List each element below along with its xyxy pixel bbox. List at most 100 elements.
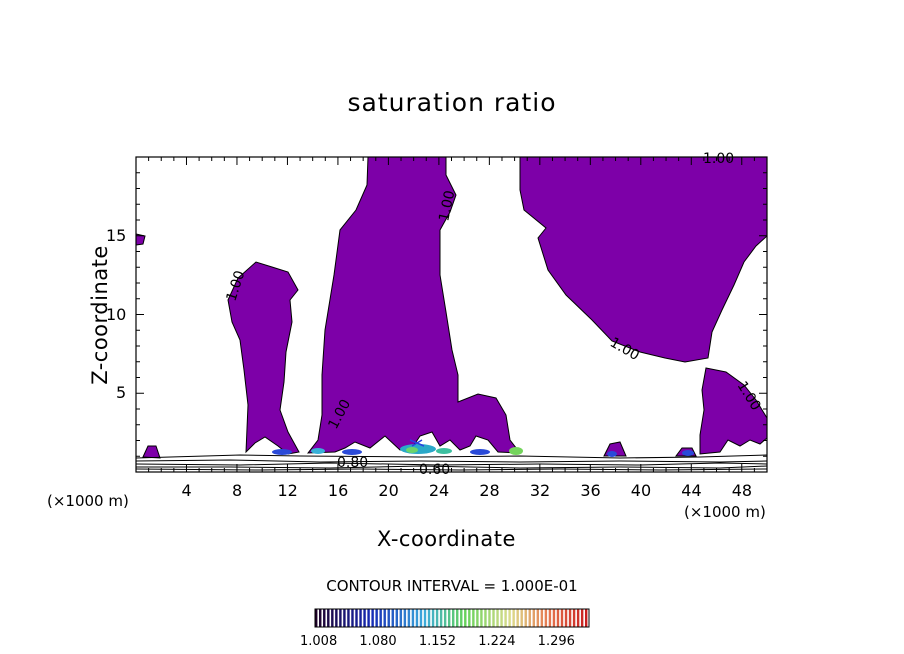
x-tick-label: 20	[378, 481, 399, 500]
contour-label: 1.00	[703, 151, 734, 167]
colorbar-swatch	[435, 609, 439, 627]
patch-1	[272, 449, 292, 455]
colorbar-swatch	[452, 609, 455, 627]
colorbar-swatch	[399, 609, 403, 627]
x-tick-label: 48	[731, 481, 753, 500]
colorbar-tick-label: 1.008	[300, 634, 338, 649]
high-ratio-patches	[272, 439, 694, 457]
x-tick-label: 12	[277, 481, 298, 500]
colorbar-swatch	[584, 609, 588, 627]
colorbar-swatch	[343, 609, 346, 627]
x-unit-right: (×1000 m)	[684, 503, 766, 521]
colorbar-swatch	[536, 609, 540, 627]
colorbar-swatch	[407, 609, 411, 627]
colorbar-swatch	[460, 609, 463, 627]
region-blob-1	[142, 445, 161, 459]
colorbar-swatch	[427, 609, 431, 627]
colorbar-swatch	[464, 609, 467, 627]
colorbar-swatch	[375, 609, 378, 627]
x-tick-label: 28	[479, 481, 500, 500]
colorbar-tick-label: 1.296	[537, 634, 575, 649]
colorbar-swatch	[504, 609, 507, 627]
patch-8	[509, 447, 523, 455]
x-axis-label: X-coordinate	[377, 527, 516, 551]
x-tick-label: 16	[327, 481, 349, 500]
colorbar-swatch	[443, 609, 447, 627]
colorbar-swatch	[351, 609, 354, 627]
contour-label: 1.00	[436, 189, 458, 223]
x-unit-left: (×1000 m)	[47, 492, 129, 510]
colorbar-swatch	[379, 609, 382, 627]
colorbar-swatch	[492, 609, 495, 627]
colorbar-swatch	[415, 609, 419, 627]
colorbar-swatch	[339, 609, 342, 627]
contour-line-1	[136, 454, 767, 459]
colorbar-tick-label: 1.080	[359, 634, 397, 649]
colorbar-swatch	[532, 609, 536, 627]
colorbar-swatch	[447, 609, 451, 627]
colorbar-swatch	[387, 609, 390, 627]
colorbar-swatch	[319, 609, 322, 627]
x-tick-label: 36	[580, 481, 601, 500]
contour-label: 0.80	[337, 455, 368, 471]
colorbar-swatch	[395, 609, 399, 627]
colorbar-swatch	[335, 609, 338, 627]
colorbar-swatch	[512, 609, 515, 627]
region-upper-right	[519, 157, 767, 363]
contour-label: 0.60	[419, 462, 450, 478]
colorbar-swatch	[568, 609, 572, 627]
colorbar-swatch	[540, 609, 544, 627]
colorbar-tick-label: 1.224	[478, 634, 516, 649]
colorbar-swatch	[576, 609, 580, 627]
colorbar-swatch	[476, 609, 479, 627]
colorbar-swatch	[484, 609, 487, 627]
colorbar-swatch	[367, 609, 370, 627]
colorbar-swatch	[556, 609, 560, 627]
colorbar-swatch	[552, 609, 556, 627]
colorbar-swatch	[524, 609, 527, 627]
patch-6	[436, 448, 452, 454]
colorbar-swatch	[564, 609, 568, 627]
colorbar-swatch	[456, 609, 459, 627]
patch-9	[607, 451, 617, 457]
patch-2	[311, 448, 325, 454]
colorbar-swatch	[327, 609, 330, 627]
colorbar-frame	[314, 608, 590, 628]
y-axis-label: Z-coordinate	[88, 245, 112, 385]
colorbar-swatch	[496, 609, 499, 627]
colorbar-swatch	[363, 609, 366, 627]
patch-3	[342, 449, 362, 455]
patch-5	[406, 447, 418, 453]
colorbar-swatch	[411, 609, 415, 627]
x-tick-label: 8	[231, 481, 243, 500]
colorbar-swatch	[391, 609, 394, 627]
colorbar-swatch	[359, 609, 362, 627]
colorbar	[315, 609, 588, 627]
colorbar-swatch	[371, 609, 374, 627]
chart-title: saturation ratio	[347, 88, 557, 117]
x-tick-label: 40	[630, 481, 652, 500]
colorbar-swatch	[528, 609, 531, 627]
colorbar-swatch	[516, 609, 519, 627]
y-tick-label: 10	[106, 304, 127, 324]
contour-line-4	[136, 465, 767, 469]
contour-line-2	[136, 459, 767, 463]
colorbar-swatch	[544, 609, 548, 627]
colorbar-swatch	[331, 609, 334, 627]
colorbar-swatch	[548, 609, 552, 627]
ground-contours	[136, 454, 767, 471]
colorbar-swatch	[580, 609, 584, 627]
y-tick-label: 5	[116, 383, 127, 403]
colorbar-swatch	[439, 609, 443, 627]
contour-line-3	[136, 462, 767, 466]
x-tick-label: 4	[181, 481, 192, 500]
colorbar-swatch	[500, 609, 503, 627]
contour-line-5	[136, 468, 767, 471]
colorbar-swatch	[480, 609, 483, 627]
colorbar-swatch	[323, 609, 326, 627]
contour-interval-label: CONTOUR INTERVAL = 1.000E-01	[326, 577, 578, 595]
colorbar-swatch	[472, 609, 475, 627]
colorbar-swatch	[419, 609, 423, 627]
colorbar-swatch	[423, 609, 427, 627]
